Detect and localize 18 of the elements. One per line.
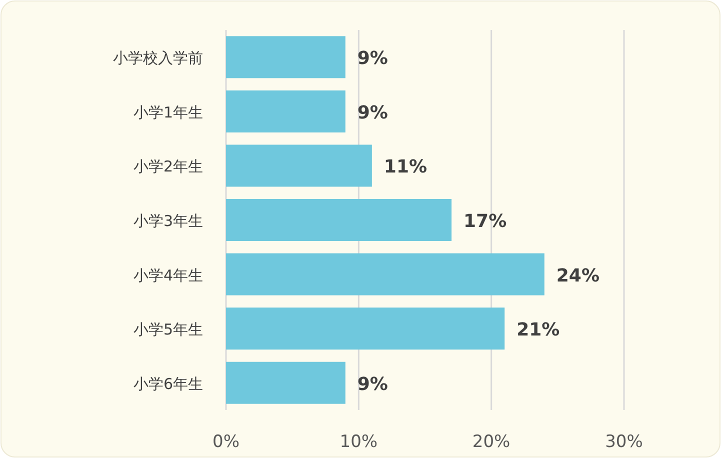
category: 小学4年生: [133, 266, 203, 284]
value-label: 11%: [384, 156, 428, 178]
xtick: 20%: [472, 432, 510, 452]
value-label: 9%: [357, 102, 388, 124]
category: 小学5年生: [133, 320, 203, 339]
category: 小学1年生: [133, 103, 203, 122]
xtick: 30%: [605, 432, 643, 452]
xtick: 0%: [212, 432, 240, 452]
category: 小学6年生: [133, 374, 203, 393]
value-label: 9%: [357, 374, 388, 395]
value-label: 17%: [464, 211, 507, 232]
category: 小学2年生: [133, 158, 203, 176]
xtick: 10%: [340, 432, 378, 452]
value-label: 24%: [556, 265, 600, 286]
value-label: 21%: [516, 320, 560, 341]
category: 小学校入学前: [113, 49, 203, 68]
value-label: 9%: [357, 48, 388, 70]
category: 小学3年生: [133, 212, 203, 230]
